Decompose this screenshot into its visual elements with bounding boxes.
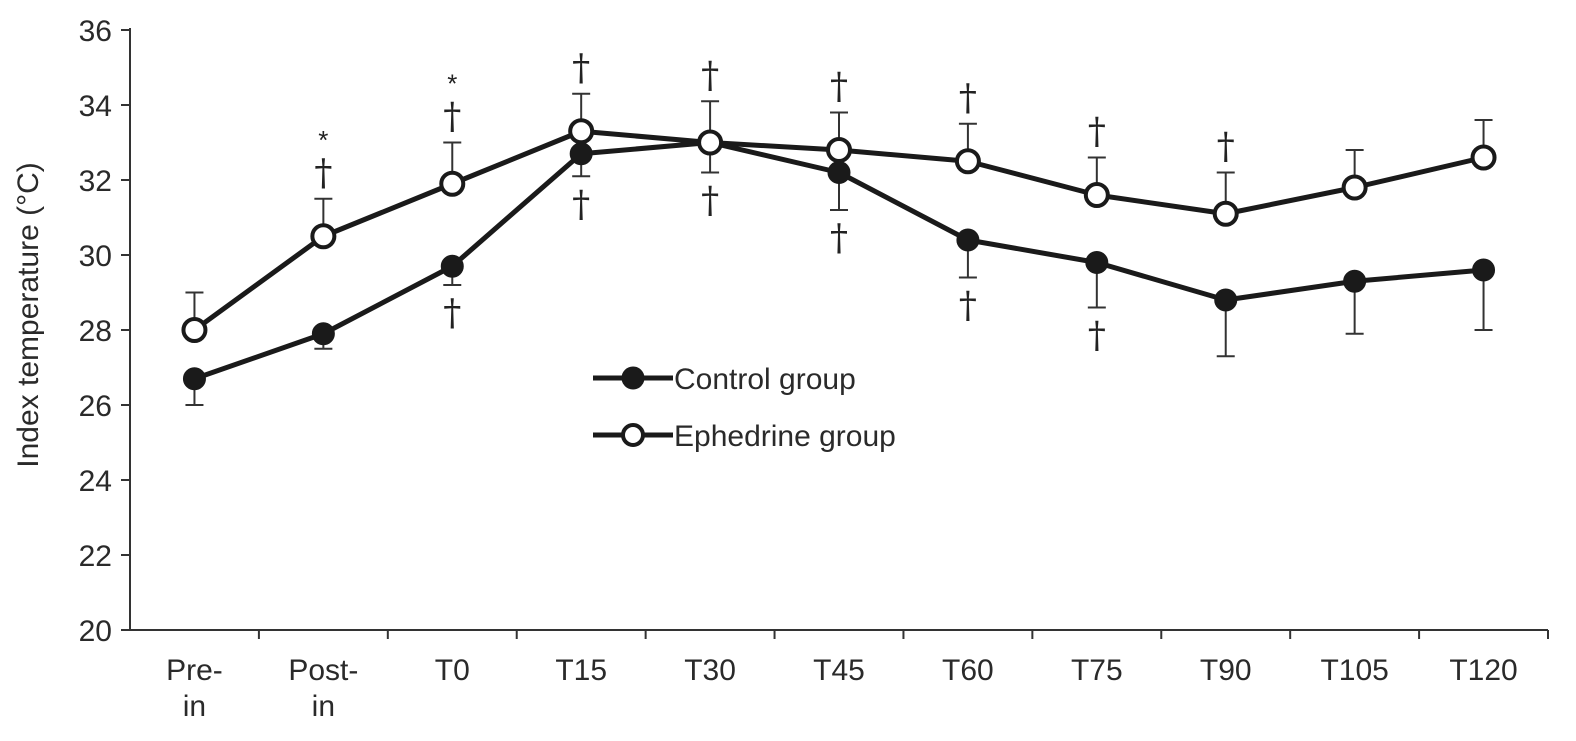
dagger-mark: † — [701, 181, 719, 222]
dagger-mark: † — [959, 286, 977, 327]
dagger-mark: † — [830, 67, 848, 108]
x-tick-label: Pre- — [166, 654, 223, 687]
ephedrine-point — [439, 170, 466, 197]
ephedrine-point — [181, 317, 208, 343]
x-tick-label: T30 — [684, 654, 736, 687]
dagger-mark: † — [830, 218, 848, 259]
y-tick-label: 20 — [79, 615, 112, 648]
ephedrine-point — [310, 223, 337, 250]
y-tick-label: 30 — [79, 240, 112, 273]
ephedrine-point — [1341, 174, 1368, 201]
legend-label-ephedrine: Ephedrine group — [674, 420, 896, 453]
dagger-mark: † — [572, 48, 590, 89]
x-tick-label: T15 — [555, 654, 607, 687]
dagger-mark: † — [443, 293, 461, 334]
legend-marker-ephedrine — [621, 423, 645, 447]
control-point — [569, 142, 593, 166]
y-tick-label: 36 — [79, 15, 112, 48]
asterisk-mark: * — [447, 69, 457, 99]
x-tick-label: T105 — [1320, 654, 1388, 687]
dagger-mark: † — [701, 55, 719, 96]
control-point — [440, 254, 464, 278]
x-tick-label: in — [312, 690, 335, 723]
x-tick-label: in — [183, 690, 206, 723]
ephedrine-point — [1083, 182, 1110, 208]
x-tick-label: T75 — [1071, 654, 1123, 687]
data-points — [181, 118, 1497, 391]
dagger-mark: † — [1088, 316, 1106, 357]
dagger-mark: † — [1217, 127, 1235, 168]
dagger-mark: † — [314, 153, 332, 194]
control-point — [1343, 269, 1367, 293]
ephedrine-point — [826, 137, 852, 163]
y-tick-label: 28 — [79, 315, 112, 348]
legend-label-control: Control group — [674, 363, 856, 396]
control-point — [1085, 251, 1109, 274]
x-tick-label: T0 — [435, 654, 470, 687]
ephedrine-point — [954, 148, 981, 175]
dagger-mark: † — [1088, 112, 1106, 153]
control-point — [311, 322, 335, 346]
x-tick-label: T120 — [1449, 654, 1517, 687]
control-point — [956, 228, 980, 252]
control-point — [827, 161, 851, 184]
dagger-mark: † — [959, 78, 977, 119]
control-point — [182, 367, 206, 391]
y-tick-label: 26 — [79, 390, 112, 423]
control-point — [1214, 288, 1238, 312]
ephedrine-point — [568, 118, 595, 145]
control-point — [1472, 258, 1496, 282]
legend-marker-control — [621, 366, 645, 390]
y-tick-label: 24 — [79, 465, 112, 498]
x-tick-label: T90 — [1200, 654, 1252, 687]
ephedrine-point — [1470, 144, 1497, 171]
x-tick-label: T60 — [942, 654, 994, 687]
y-tick-label: 32 — [79, 165, 112, 198]
y-axis-ticks: 20 22 24 26 28 30 32 34 36 — [79, 15, 130, 648]
y-tick-label: 34 — [79, 90, 112, 123]
dagger-mark: † — [572, 184, 590, 225]
asterisk-mark: * — [318, 125, 328, 155]
dagger-mark: † — [443, 97, 461, 138]
y-axis-label: Index temperature (°C) — [12, 162, 45, 467]
x-tick-label: T45 — [813, 654, 865, 687]
legend: Control group Ephedrine group — [593, 363, 896, 453]
ephedrine-point — [1212, 200, 1239, 227]
significance-marks: †† †††††*†* † † † †† † — [314, 48, 1234, 357]
y-tick-label: 22 — [79, 540, 112, 573]
x-tick-label: Post- — [288, 654, 358, 687]
ephedrine-point — [697, 129, 724, 156]
